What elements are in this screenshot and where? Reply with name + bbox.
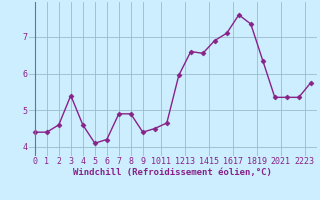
- X-axis label: Windchill (Refroidissement éolien,°C): Windchill (Refroidissement éolien,°C): [73, 168, 272, 177]
